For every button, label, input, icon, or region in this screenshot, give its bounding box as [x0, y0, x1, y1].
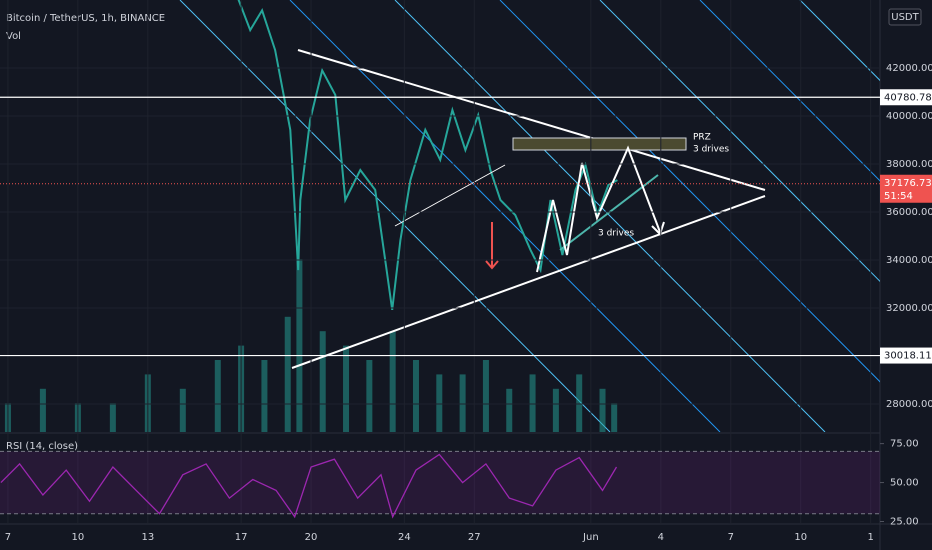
price-line [237, 0, 618, 311]
x-tick-label: 13 [141, 532, 154, 543]
annotation: 3 drives [693, 145, 729, 155]
y-tick-label: 42000.00 [886, 63, 932, 74]
y-tick-label: 38000.00 [886, 159, 932, 170]
volume-bar [319, 331, 326, 432]
volume-label: Vol [6, 31, 21, 42]
y-tick-label: 34000.00 [886, 255, 932, 266]
channel-line [599, 0, 880, 283]
x-tick-label: 10 [794, 532, 807, 543]
volume-bar [214, 360, 221, 432]
y-tick-label: 32000.00 [886, 303, 932, 314]
channel-line [799, 0, 880, 82]
zigzag [536, 145, 661, 273]
volume-bar [296, 259, 303, 432]
volume-bar [284, 316, 291, 432]
currency: USDT [891, 12, 919, 23]
y-tick-label: 36000.00 [886, 207, 932, 218]
channel-line [699, 0, 880, 182]
price-label-box [880, 89, 932, 106]
volume-bar [459, 374, 466, 432]
y-tick-label: 75.00 [890, 439, 919, 450]
volume-bar [529, 374, 536, 432]
x-tick-label: 1 [867, 532, 873, 543]
annotation: 3 drives [598, 229, 634, 239]
x-tick-label: 24 [398, 532, 411, 543]
y-tick-label: 25.00 [890, 517, 919, 528]
volume-bar [412, 360, 419, 432]
y-tick-label: 40000.00 [886, 111, 932, 122]
x-tick-label: 17 [235, 532, 248, 543]
volume-bar [436, 374, 443, 432]
volume-bar [343, 345, 350, 432]
volume-bar [482, 360, 489, 432]
price-label: 40780.78 [884, 92, 932, 103]
channel-line [289, 0, 721, 432]
channel-line [179, 0, 611, 432]
countdown: 51:54 [884, 191, 913, 202]
volume-bar [179, 388, 186, 432]
volume-bar [261, 360, 268, 432]
volume-bar [39, 388, 46, 432]
x-tick-label: 20 [305, 532, 318, 543]
volume-bar [109, 403, 116, 432]
x-tick-label: Jun [582, 532, 599, 543]
volume-bar [552, 388, 559, 432]
annotation: PRZ [693, 133, 711, 143]
price-label: 30018.11 [884, 351, 932, 362]
x-tick-label: 7 [728, 532, 734, 543]
trend-line [559, 174, 659, 251]
trend-line [394, 164, 506, 227]
rsi-band [0, 451, 880, 514]
arrow-head [651, 221, 665, 236]
volume-bar [599, 388, 606, 432]
rsi-line [0, 453, 618, 519]
trend-line [297, 49, 766, 191]
symbol: Bitcoin / TetherUS, 1h, BINANCE [6, 13, 165, 24]
y-tick-label: 28000.00 [886, 399, 932, 410]
x-tick-label: 4 [658, 532, 664, 543]
x-tick-label: 7 [5, 532, 11, 543]
y-tick-label: 50.00 [890, 478, 919, 489]
currency-box [888, 8, 922, 26]
prz-box [512, 137, 687, 151]
arrow-head [485, 260, 499, 270]
volume-bar [366, 360, 373, 432]
volume-bar [611, 403, 618, 432]
volume-bar [389, 331, 396, 432]
channel-line [499, 0, 880, 383]
trend-line [291, 195, 766, 369]
x-tick-label: 10 [72, 532, 85, 543]
volume-bar [506, 388, 513, 432]
rsi-title: RSI (14, close) [6, 441, 78, 452]
last-price-box [880, 174, 932, 203]
channel-line [394, 0, 826, 432]
x-tick-label: 27 [468, 532, 481, 543]
price-label-box [880, 347, 932, 364]
last-price-label: 37176.73 [884, 178, 932, 189]
volume-bar [576, 374, 583, 432]
